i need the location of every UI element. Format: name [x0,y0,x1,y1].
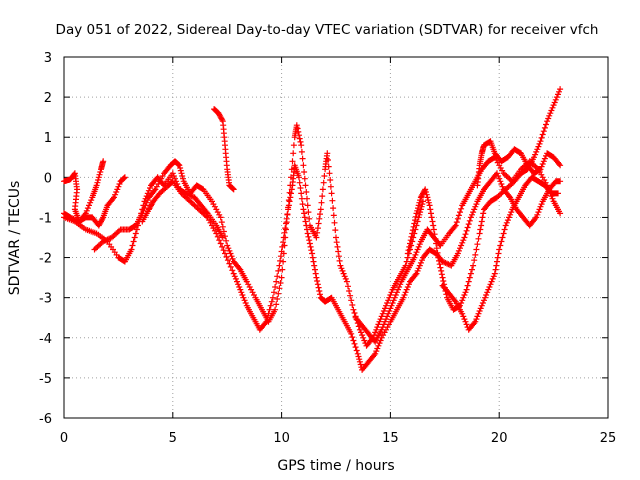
point-markers [61,170,128,229]
y-tick-label: -2 [39,252,52,267]
grid-lines [64,57,608,418]
point-markers [404,86,564,313]
y-axis-label: SDTVAR / TECUs [7,181,23,296]
x-tick-label: 5 [169,431,177,446]
plot-frame [63,56,609,419]
x-tick-label: 20 [491,431,508,446]
series-track-10 [474,138,564,189]
x-axis-label: GPS time / hours [277,458,394,474]
x-tick-label: 0 [60,431,68,446]
x-axis: 0 5 10 15 20 25 [60,57,616,446]
y-tick-label: -5 [39,372,52,387]
y-tick-label: -1 [39,211,52,226]
series-track-6 [211,106,237,193]
y-tick-label: 3 [44,51,52,66]
series-track-4 [91,122,426,349]
x-tick-label: 15 [382,431,399,446]
chart-title: Day 051 of 2022, Sidereal Day-to-day VTE… [56,22,599,38]
point-markers [352,154,564,345]
series-track-1 [61,170,128,229]
point-markers [61,158,107,225]
x-tick-label: 25 [600,431,617,446]
point-markers [211,106,237,193]
y-tick-label: -6 [39,412,52,427]
y-tick-label: 2 [44,91,52,106]
point-markers [91,122,426,349]
y-tick-label: 1 [44,131,52,146]
y-tick-label: -4 [39,332,52,347]
point-markers [439,174,561,333]
y-tick-label: -3 [39,292,52,307]
y-axis: -6 -5 -4 -3 -2 -1 0 1 2 3 [39,51,608,427]
series-track-9 [439,174,561,333]
series-track-8 [404,86,564,313]
data-points [61,86,564,373]
point-markers [474,138,564,189]
series-track-2 [61,158,107,225]
x-tick-label: 10 [273,431,290,446]
series-track-7 [352,154,564,345]
y-tick-label: 0 [44,171,52,186]
